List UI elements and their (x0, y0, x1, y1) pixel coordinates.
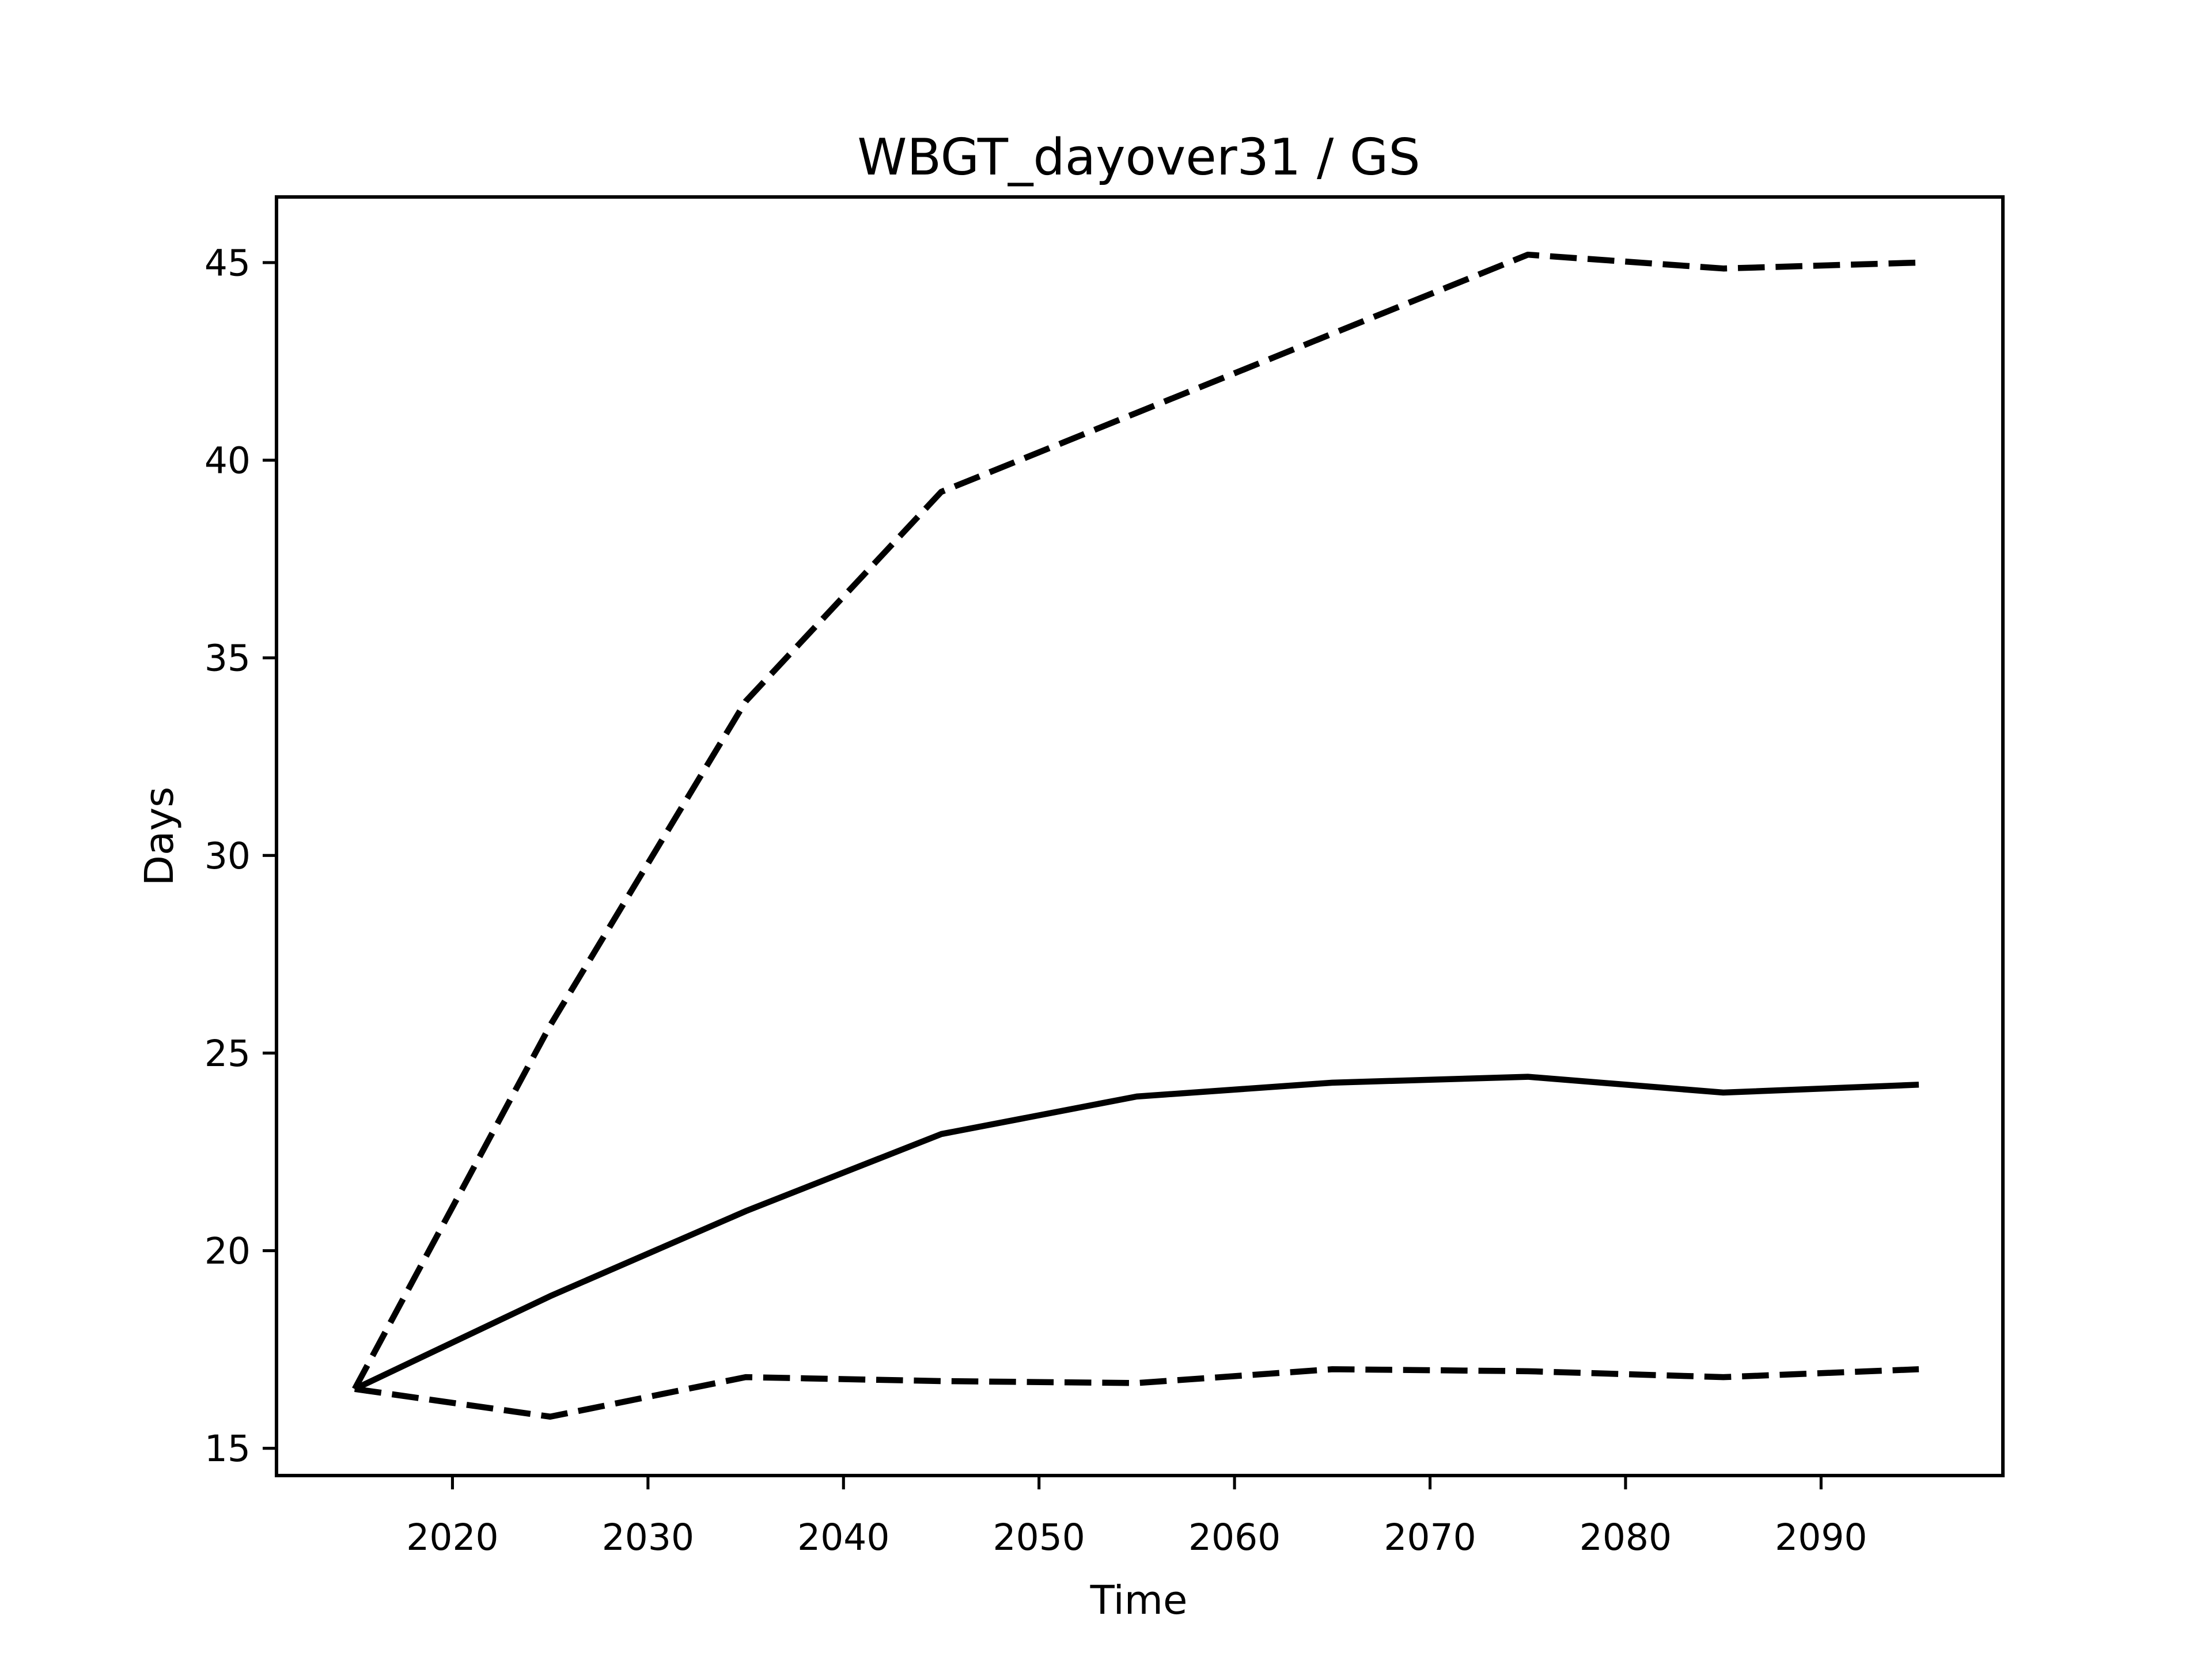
y-tick-label: 30 (204, 835, 251, 877)
plot-area: 2020 2030 2040 2050 2060 2070 2080 2090 15 20 25 30… (204, 195, 2005, 1558)
series-line-middle-solid (353, 1074, 1919, 1392)
x-tick-label: 2060 (1188, 1516, 1281, 1558)
y-axis-label: Days (137, 787, 183, 886)
y-tick-label: 45 (204, 242, 251, 284)
series-line-lower-dashed (354, 1366, 1919, 1420)
x-tick-label: 2090 (1775, 1516, 1867, 1558)
x-tick-label: 2040 (797, 1516, 889, 1558)
x-tick-label: 2080 (1580, 1516, 1672, 1558)
y-tick-label: 20 (204, 1230, 251, 1272)
x-tick-label: 2050 (993, 1516, 1085, 1558)
y-tick-label: 35 (204, 638, 251, 680)
y-tick-label: 15 (204, 1428, 251, 1470)
y-tick-label: 25 (204, 1033, 251, 1075)
x-tick-label: 2070 (1384, 1516, 1476, 1558)
series-line-upper-dashed (352, 251, 1919, 1391)
x-tick-label: 2020 (406, 1516, 498, 1558)
x-axis-label: Time (1090, 1577, 1188, 1624)
y-tick-label: 40 (204, 440, 251, 482)
chart-title: WBGT_dayover31 / GS (857, 128, 1420, 187)
x-tick-label: 2030 (602, 1516, 694, 1558)
axes-spines (275, 195, 2005, 1477)
